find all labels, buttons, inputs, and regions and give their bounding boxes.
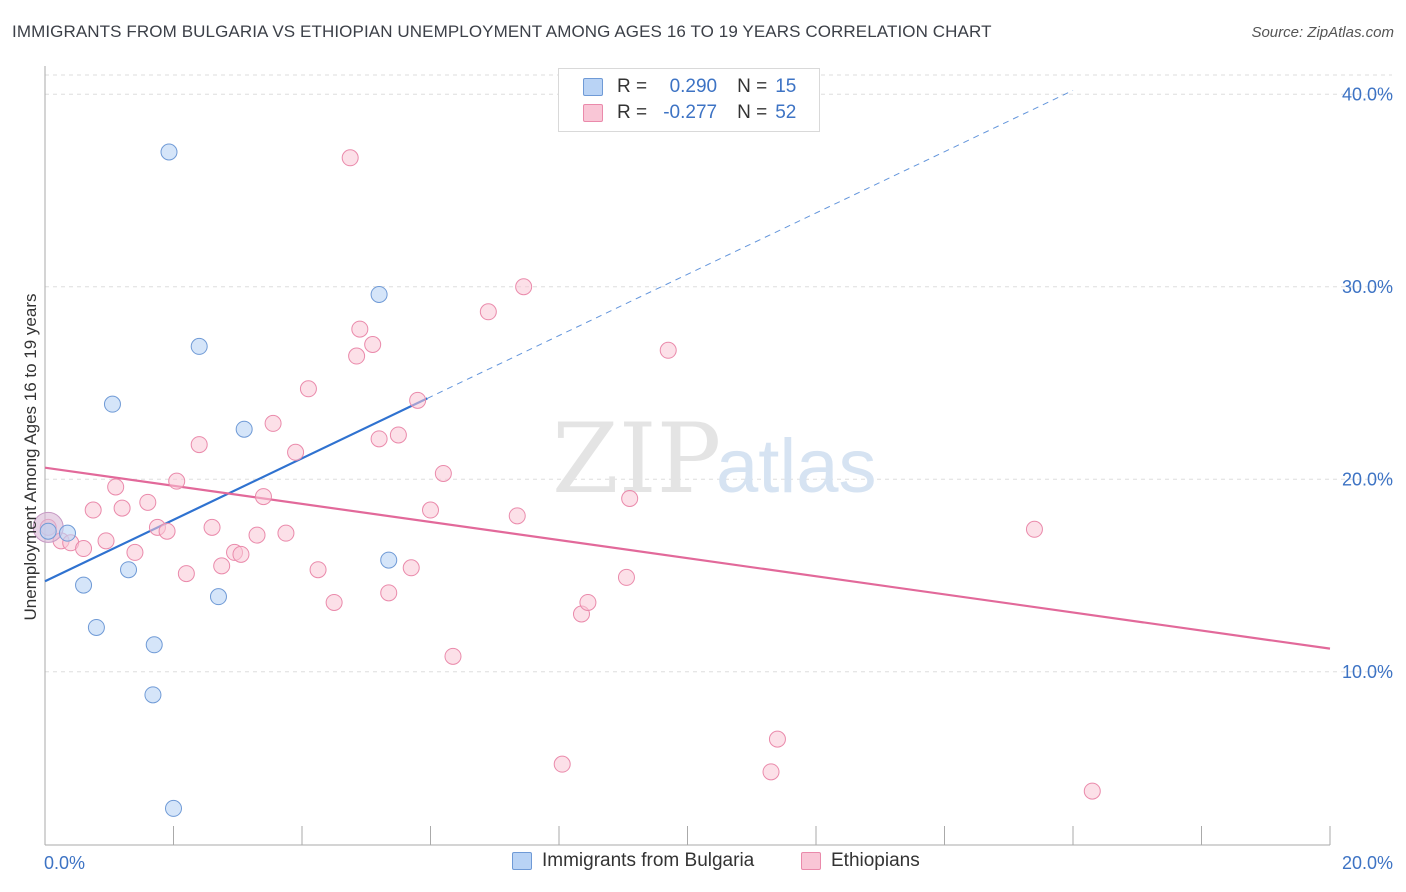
data-point-ethiopia — [84, 501, 102, 519]
data-point-ethiopia — [409, 391, 427, 409]
data-point-bulgaria — [190, 337, 208, 355]
data-point-ethiopia — [508, 507, 526, 525]
legend-n-label: N = — [737, 76, 768, 97]
data-point-ethiopia — [158, 522, 176, 540]
legend-r-label: R = — [617, 102, 648, 123]
data-point-ethiopia — [553, 755, 571, 773]
data-point-ethiopia — [325, 593, 343, 611]
data-point-ethiopia — [232, 545, 250, 563]
data-point-ethiopia — [213, 557, 231, 575]
correlation-legend: R = 0.290 N = 15 R = -0.277 N = 52 — [558, 68, 820, 132]
watermark-atlas: atlas — [716, 424, 877, 509]
data-point-ethiopia — [139, 493, 157, 511]
series-legend: Immigrants from Bulgaria Ethiopians — [0, 850, 1406, 878]
legend-item-ethiopia: Ethiopians — [801, 850, 920, 872]
legend-swatch-ethiopia — [583, 104, 603, 122]
data-point-ethiopia — [1025, 520, 1043, 538]
legend-r-label: R = — [617, 76, 648, 97]
data-point-ethiopia — [389, 426, 407, 444]
data-point-bulgaria — [370, 285, 388, 303]
data-point-ethiopia — [351, 320, 369, 338]
y-tick-label: 30.0% — [1342, 277, 1393, 297]
legend-row-bulgaria: R = 0.290 N = 15 — [583, 75, 796, 99]
data-point-ethiopia — [370, 430, 388, 448]
y-tick-label: 40.0% — [1342, 84, 1393, 104]
legend-n-label: N = — [737, 102, 768, 123]
data-point-ethiopia — [402, 559, 420, 577]
source-credit: Source: ZipAtlas.com — [1251, 24, 1394, 41]
data-point-ethiopia — [380, 584, 398, 602]
data-point-ethiopia — [264, 414, 282, 432]
data-point-ethiopia — [364, 336, 382, 353]
data-point-ethiopia — [287, 443, 305, 461]
y-tick-label: 20.0% — [1342, 469, 1393, 489]
data-point-bulgaria — [145, 636, 163, 654]
legend-swatch-bulgaria — [512, 852, 532, 870]
data-point-ethiopia — [515, 278, 533, 296]
data-point-ethiopia — [348, 347, 366, 365]
data-point-bulgaria — [235, 420, 253, 438]
data-point-bulgaria — [120, 561, 138, 579]
data-point-bulgaria — [39, 522, 57, 540]
trend-line-bulgaria — [44, 397, 428, 583]
trend-line-bulgaria-extension — [427, 89, 1074, 399]
y-axis-label: Unemployment Among Ages 16 to 19 years — [21, 294, 40, 621]
data-point-bulgaria — [380, 551, 398, 569]
data-point-ethiopia — [190, 436, 208, 454]
y-tick-label: 10.0% — [1342, 662, 1393, 682]
legend-n-value-ethiopia: 52 — [775, 102, 797, 123]
data-point-ethiopia — [479, 303, 497, 321]
x-tick-label-max: 20.0% — [1342, 853, 1393, 873]
legend-item-bulgaria: Immigrants from Bulgaria — [512, 850, 754, 872]
data-point-bulgaria — [209, 588, 227, 606]
data-point-ethiopia — [248, 526, 266, 544]
legend-label-ethiopia: Ethiopians — [831, 850, 920, 871]
data-point-ethiopia — [254, 488, 272, 506]
data-point-ethiopia — [113, 499, 131, 517]
data-point-bulgaria — [165, 799, 182, 817]
legend-r-value-ethiopia: -0.277 — [663, 102, 718, 123]
legend-swatch-ethiopia — [801, 852, 821, 870]
x-tick-label-min: 0.0% — [44, 853, 85, 873]
data-point-bulgaria — [87, 618, 105, 636]
data-point-ethiopia — [299, 380, 317, 398]
legend-n-value-bulgaria: 15 — [775, 76, 797, 97]
data-point-ethiopia — [768, 730, 786, 748]
data-point-ethiopia — [1083, 782, 1101, 800]
data-point-ethiopia — [177, 565, 195, 583]
data-point-ethiopia — [107, 478, 125, 496]
data-point-bulgaria — [58, 524, 76, 542]
data-point-ethiopia — [309, 561, 327, 579]
data-point-ethiopia — [203, 518, 221, 536]
data-point-bulgaria — [160, 143, 178, 161]
data-point-ethiopia — [277, 524, 295, 542]
data-point-ethiopia — [97, 532, 115, 550]
data-point-ethiopia — [621, 490, 639, 507]
data-point-bulgaria — [75, 576, 93, 594]
legend-row-ethiopia: R = -0.277 N = 52 — [583, 101, 796, 125]
data-point-ethiopia — [579, 593, 597, 611]
data-point-ethiopia — [75, 540, 93, 558]
legend-r-value-bulgaria: 0.290 — [669, 76, 718, 97]
legend-label-bulgaria: Immigrants from Bulgaria — [542, 850, 755, 871]
legend-swatch-bulgaria — [583, 78, 603, 96]
data-point-ethiopia — [341, 149, 359, 167]
data-point-ethiopia — [762, 763, 780, 781]
data-point-ethiopia — [422, 501, 439, 519]
data-point-ethiopia — [168, 472, 186, 490]
data-point-bulgaria — [144, 686, 162, 704]
data-point-ethiopia — [617, 568, 635, 586]
chart-title: IMMIGRANTS FROM BULGARIA VS ETHIOPIAN UN… — [12, 22, 992, 41]
data-point-ethiopia — [659, 341, 677, 359]
data-point-bulgaria — [103, 395, 121, 413]
data-point-ethiopia — [126, 543, 144, 561]
data-point-ethiopia — [444, 647, 462, 665]
data-point-ethiopia — [434, 464, 452, 482]
